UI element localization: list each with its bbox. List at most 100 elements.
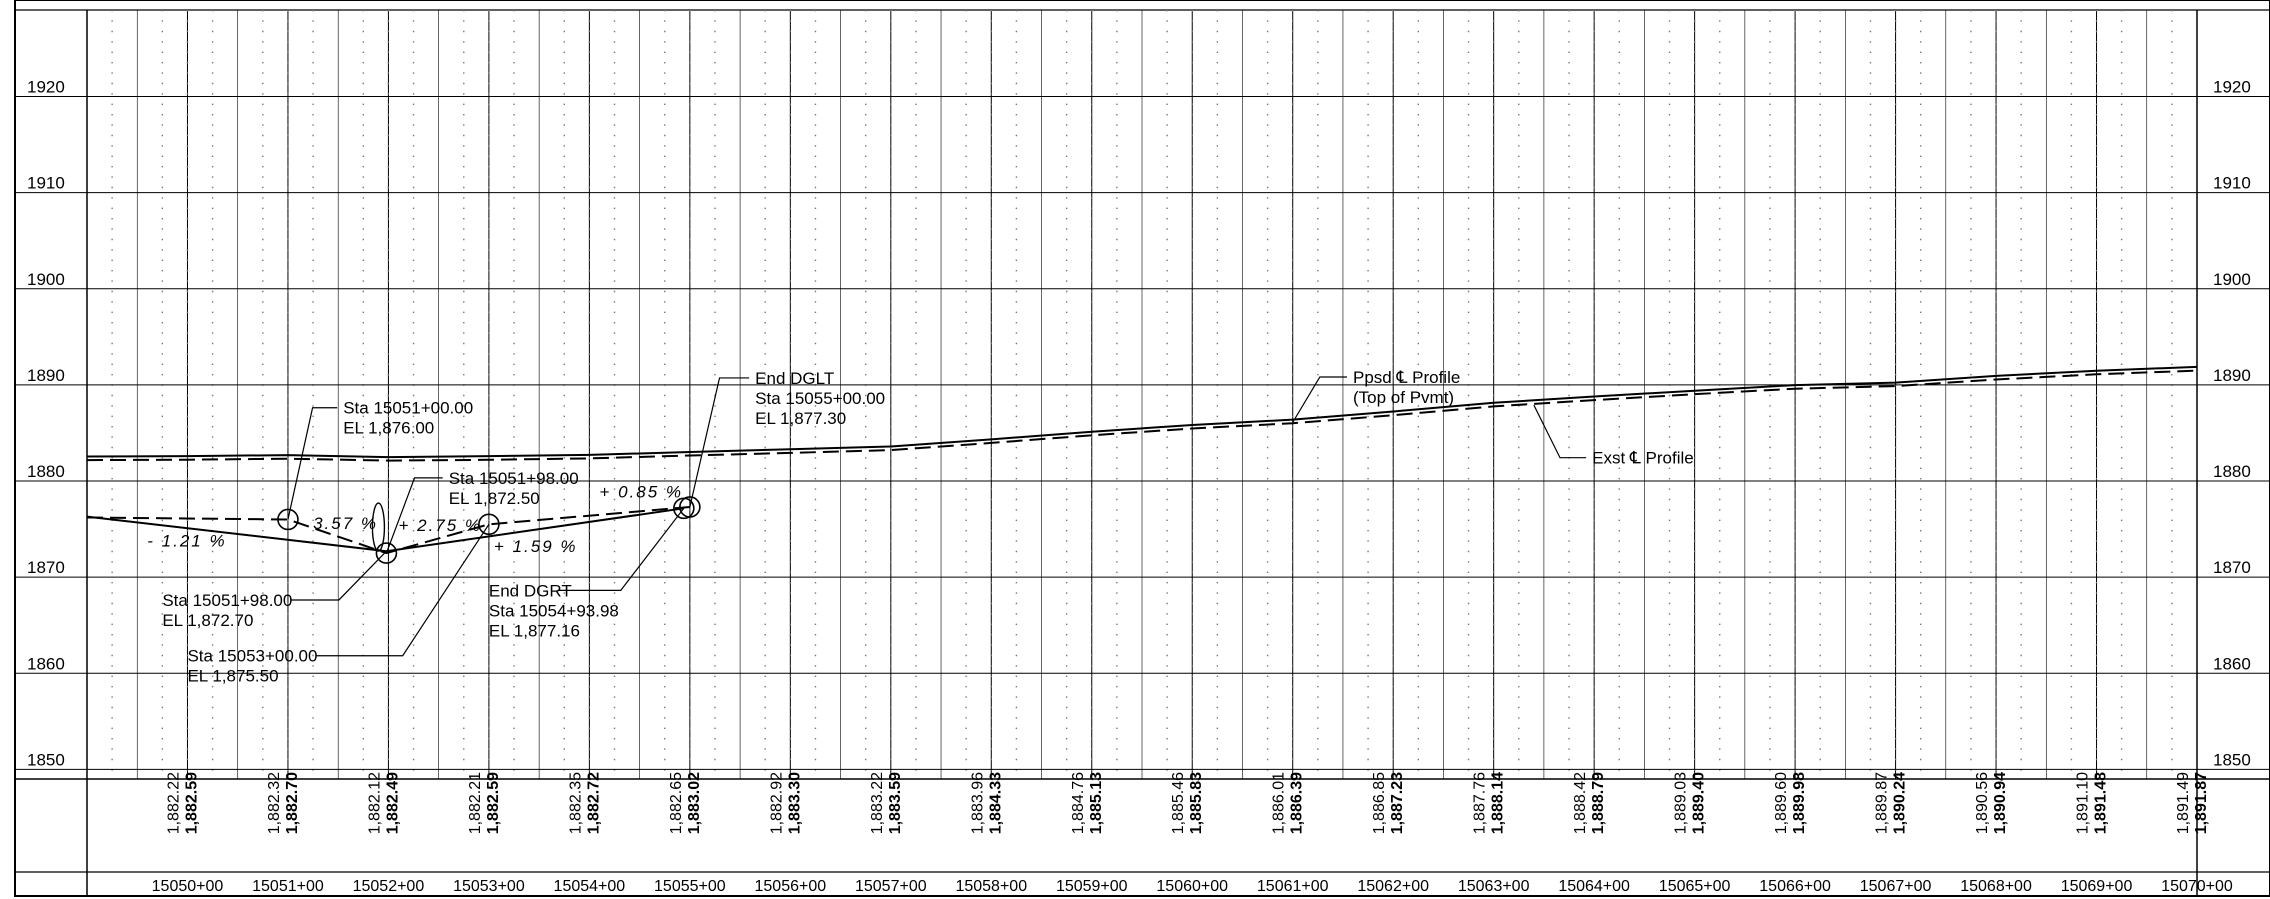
grade-label: + 1.59 % (494, 537, 578, 556)
proposed-elevation: 1,884.33 (987, 772, 1004, 834)
proposed-elevation: 1,887.23 (1389, 772, 1406, 834)
elevation-column: 1,888.42 1,888.79 (1572, 772, 1607, 834)
existing-elevation: 1,882.92 (768, 772, 785, 834)
proposed-elevation: 1,890.94 (1992, 772, 2009, 834)
existing-elevation: 1,888.42 (1572, 772, 1589, 834)
callout-text: EL 1,872.50 (449, 489, 540, 508)
callout-text: End DGRT (489, 581, 572, 600)
existing-elevation: 1,890.56 (1974, 772, 1991, 834)
station-label: 15057+00 (855, 878, 927, 895)
break-point-oval (371, 502, 386, 552)
station-label: 15050+00 (152, 878, 224, 895)
y-tick-label: 1870 (27, 558, 65, 577)
leader-line (1292, 376, 1347, 423)
elevation-column: 1,883.22 1,883.59 (869, 772, 904, 834)
proposed-elevation: 1,882.70 (284, 772, 301, 834)
callout-text: Exst ℄ Profile (1592, 449, 1694, 468)
proposed-elevation: 1,889.98 (1791, 772, 1808, 834)
sheet-frame (14, 0, 2270, 897)
elevation-column: 1,883.96 1,884.33 (969, 772, 1004, 834)
proposed-elevation: 1,883.02 (686, 772, 703, 834)
station-label: 15070+00 (2161, 878, 2233, 895)
y-tick-label: 1910 (27, 174, 65, 193)
station-label: 15061+00 (1257, 878, 1329, 895)
existing-elevation: 1,885.46 (1170, 772, 1187, 834)
y-tick-label: 1900 (2213, 270, 2251, 289)
y-tick-label: 1910 (2213, 174, 2251, 193)
proposed-elevation: 1,889.40 (1691, 772, 1708, 834)
elevation-column: 1,886.01 1,886.39 (1271, 772, 1306, 834)
existing-elevation: 1,891.49 (2175, 772, 2192, 834)
callout-text: (Top of Pvmt) (1353, 388, 1454, 407)
elevation-column: 1,882.92 1,883.30 (768, 772, 803, 834)
existing-elevation: 1,889.60 (1773, 772, 1790, 834)
elevation-column: 1,891.49 1,891.87 (2175, 772, 2210, 834)
elevation-column: 1,884.76 1,885.13 (1070, 772, 1105, 834)
solid-profile-line (86, 365, 2198, 459)
proposed-elevation: 1,885.13 (1088, 772, 1105, 834)
proposed-elevation: 1,891.48 (2093, 772, 2110, 834)
proposed-elevation: 1,882.59 (485, 772, 502, 834)
grade-label: + 2.75 % (398, 516, 482, 535)
station-label: 15062+00 (1357, 878, 1429, 895)
callout-text: EL 1,875.50 (187, 667, 278, 686)
callout-text: EL 1,872.70 (162, 611, 253, 630)
proposed-elevation: 1,888.79 (1590, 772, 1607, 834)
control-points (277, 496, 701, 564)
elevation-column: 1,886.85 1,887.23 (1371, 772, 1406, 834)
elevation-column: 1,887.76 1,888.14 (1472, 772, 1507, 834)
callout-text: End DGLT (755, 369, 834, 388)
station-label: 15063+00 (1458, 878, 1530, 895)
grade-labels: - 1.21 % 3.57 % + 2.75 % + 1.59 % + 0.85 % (147, 482, 681, 556)
leader-line (316, 523, 490, 657)
control-point-circle (478, 513, 500, 536)
y-tick-label: 1890 (27, 366, 65, 385)
callout-text: EL 1,877.30 (755, 409, 846, 428)
station-label: 15069+00 (2061, 878, 2133, 895)
y-tick-label: 1860 (2213, 654, 2251, 673)
y-tick-label: 1850 (2213, 750, 2251, 769)
station-label: 15064+00 (1558, 878, 1630, 895)
existing-elevation: 1,889.03 (1673, 772, 1690, 834)
y-tick-label: 1860 (27, 654, 65, 673)
y-tick-label: 1850 (27, 750, 65, 769)
station-label: 15060+00 (1156, 878, 1228, 895)
leader-line (385, 477, 443, 554)
elevation-column: 1,882.22 1,882.59 (165, 772, 200, 834)
existing-elevation: 1,884.76 (1070, 772, 1087, 834)
y-tick-label: 1920 (27, 78, 65, 97)
station-label: 15055+00 (654, 878, 726, 895)
leader-line (291, 550, 387, 601)
callout: Ppsd ℄ Profile(Top of Pvmt) (1292, 368, 1460, 423)
outer-border (14, 0, 2270, 897)
station-labels: 15050+00 15051+00 15052+00 15053+00 15054+00… (152, 878, 2233, 895)
existing-elevation: 1,886.85 (1371, 772, 1388, 834)
proposed-elevation: 1,882.59 (183, 772, 200, 834)
existing-elevation: 1,887.76 (1472, 772, 1489, 834)
y-tick-label: 1870 (2213, 558, 2251, 577)
existing-elevation: 1,882.35 (567, 772, 584, 834)
elevation-column: 1,889.60 1,889.98 (1773, 772, 1808, 834)
existing-elevation: 1,882.32 (266, 772, 283, 834)
existing-elevation: 1,882.22 (165, 772, 182, 834)
callout-text: EL 1,877.16 (489, 621, 580, 640)
leader-line (1533, 404, 1587, 459)
station-label: 15056+00 (755, 878, 827, 895)
control-point-circle (277, 508, 299, 531)
proposed-elevation: 1,890.24 (1892, 772, 1909, 834)
grid (15, 10, 2270, 779)
y-tick-label: 1890 (2213, 366, 2251, 385)
station-label: 15058+00 (955, 878, 1027, 895)
leader-line (689, 377, 750, 508)
station-label: 15065+00 (1659, 878, 1731, 895)
callout-text: Sta 15055+00.00 (755, 389, 885, 408)
leader-line (557, 507, 685, 591)
proposed-elevation: 1,883.30 (786, 772, 803, 834)
station-label: 15068+00 (1960, 878, 2032, 895)
